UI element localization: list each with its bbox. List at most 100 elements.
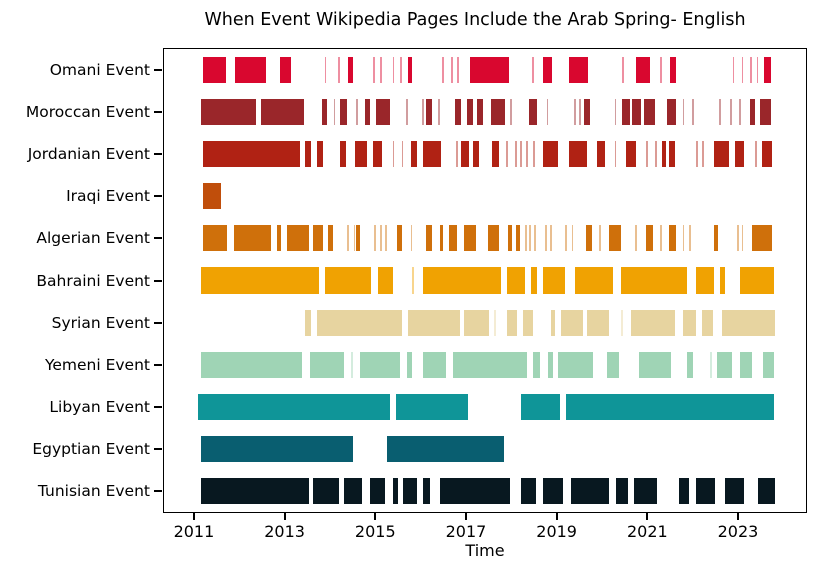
bar-segment — [759, 99, 771, 126]
bar-segment — [679, 477, 690, 504]
bar-segment — [339, 141, 346, 168]
bar-segment — [202, 183, 222, 210]
timeline-row — [164, 91, 806, 133]
bar-segment — [506, 309, 517, 336]
bar-segment — [614, 99, 617, 126]
bar-segment — [564, 225, 567, 252]
bar-segment — [437, 99, 440, 126]
bar-segment — [739, 99, 742, 126]
y-tick-mark — [154, 321, 162, 324]
bar-segment — [350, 351, 353, 378]
bar-segment — [392, 141, 395, 168]
bar-segment — [764, 56, 771, 84]
x-tick-label: 2023 — [717, 522, 759, 541]
bar-segment — [633, 477, 658, 504]
bar-segment — [735, 141, 745, 168]
x-tick-label: 2019 — [536, 522, 577, 541]
y-tick-mark — [154, 153, 162, 156]
bar-segment — [682, 225, 685, 252]
bar-segment — [608, 225, 622, 252]
bar-segment — [526, 141, 529, 168]
bar-segment — [515, 225, 521, 252]
bar-segment — [470, 56, 510, 84]
bar-segment — [333, 99, 336, 126]
bar-segment — [492, 141, 499, 168]
y-axis-label: Yemeni Event — [44, 355, 150, 374]
bar-segment — [406, 351, 412, 378]
bar-segment — [751, 225, 773, 252]
bar-segment — [353, 225, 356, 252]
y-axis-label: Egyptian Event — [32, 439, 150, 458]
x-tick-label: 2013 — [264, 522, 305, 541]
bar-segment — [573, 99, 576, 126]
bar-segment — [689, 225, 692, 252]
bar-segment — [422, 267, 501, 294]
bar-segment — [696, 141, 699, 168]
bar-segment — [667, 99, 677, 126]
bar-segment — [635, 225, 637, 252]
bar-segment — [709, 351, 712, 378]
bar-segment — [621, 267, 688, 294]
bar-segment — [660, 225, 662, 252]
bar-segment — [549, 225, 552, 252]
y-axis-label: Bahraini Event — [36, 271, 150, 290]
bar-segment — [401, 141, 404, 168]
timeline-row — [164, 175, 806, 217]
y-tick-mark — [154, 111, 162, 114]
bar-segment — [655, 141, 658, 168]
bar-segment — [422, 351, 447, 378]
bar-segment — [313, 477, 339, 504]
bar-segment — [557, 351, 593, 378]
bar-segment — [547, 351, 553, 378]
bar-segment — [316, 141, 323, 168]
bar-segment — [532, 56, 534, 84]
bar-segment — [510, 99, 513, 126]
bar-segment — [347, 225, 349, 252]
bar-segment — [749, 56, 752, 84]
bar-segment — [761, 141, 773, 168]
bar-segment — [669, 225, 677, 252]
bar-segment — [426, 99, 433, 126]
bar-segment — [682, 99, 685, 126]
x-tick-mark — [464, 512, 467, 520]
bar-segment — [756, 56, 759, 84]
bar-segment — [565, 393, 775, 420]
bar-segment — [755, 141, 758, 168]
bar-segment — [456, 56, 459, 84]
bar-segment — [359, 351, 400, 378]
bar-segment — [758, 477, 776, 504]
bar-segment — [763, 351, 775, 378]
bar-segment — [400, 56, 403, 84]
bar-segment — [461, 141, 469, 168]
bar-segment — [635, 56, 650, 84]
bar-segment — [750, 99, 756, 126]
bar-segment — [403, 477, 417, 504]
bar-segment — [201, 435, 353, 462]
bar-segment — [669, 56, 677, 84]
bar-segment — [379, 56, 382, 84]
bar-segment — [280, 56, 292, 84]
bar-segment — [393, 477, 399, 504]
x-tick-label: 2015 — [354, 522, 396, 541]
x-tick-mark — [192, 512, 195, 520]
bar-segment — [439, 225, 444, 252]
bar-segment — [621, 309, 623, 336]
x-axis-title: Time — [465, 541, 505, 560]
bar-segment — [325, 267, 371, 294]
timeline-row — [164, 302, 806, 344]
bar-segment — [691, 99, 694, 126]
y-axis-label: Syrian Event — [51, 313, 150, 332]
bar-segment — [584, 99, 590, 126]
bar-segment — [615, 477, 628, 504]
bar-segment — [309, 351, 344, 378]
bar-segment — [520, 141, 523, 168]
bar-segment — [466, 99, 473, 126]
y-tick-mark — [154, 279, 162, 282]
y-axis-label: Moroccan Event — [25, 103, 150, 122]
timeline-row — [164, 470, 806, 512]
bar-segment — [376, 99, 391, 126]
bar-segment — [544, 225, 547, 252]
bar-segment — [423, 477, 430, 504]
bar-segment — [321, 99, 328, 126]
